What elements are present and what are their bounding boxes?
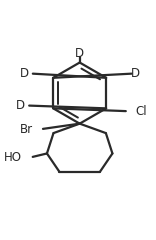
Text: Br: Br bbox=[20, 123, 33, 136]
Text: HO: HO bbox=[3, 151, 22, 164]
Text: Cl: Cl bbox=[136, 105, 147, 118]
Text: D: D bbox=[16, 99, 25, 112]
Text: D: D bbox=[131, 67, 140, 80]
Text: D: D bbox=[75, 47, 84, 60]
Text: D: D bbox=[20, 67, 29, 80]
